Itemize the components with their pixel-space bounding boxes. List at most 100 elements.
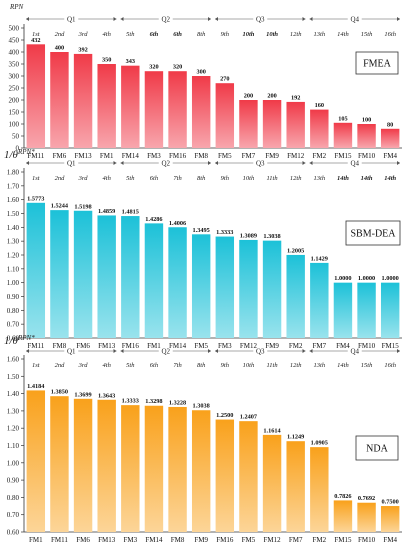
quarter-arrow-right bbox=[397, 349, 400, 353]
bar bbox=[262, 434, 282, 532]
quarter-arrow-left bbox=[215, 349, 218, 353]
bar bbox=[310, 109, 329, 148]
rank-label: 11th bbox=[267, 175, 278, 182]
quarter-arrow-right bbox=[302, 161, 306, 165]
x-tick-label: FM12 bbox=[240, 342, 258, 350]
y-tick-label: 1.30 bbox=[7, 407, 20, 415]
x-tick-label: FM10 bbox=[358, 536, 376, 544]
bar bbox=[144, 223, 164, 338]
rank-label: 13th bbox=[314, 362, 326, 369]
bar bbox=[380, 128, 400, 148]
bar bbox=[310, 447, 329, 532]
rank-label: 13th bbox=[314, 31, 326, 38]
bar bbox=[121, 65, 140, 148]
rank-label: 6th bbox=[173, 31, 182, 38]
legend-label: NDA bbox=[366, 444, 388, 455]
x-tick-label: FM2 bbox=[313, 536, 327, 544]
x-tick-label: FM4 bbox=[336, 342, 350, 350]
bar-value-label: 1.2407 bbox=[240, 414, 257, 421]
rank-label: 14th bbox=[337, 175, 349, 182]
quarter-label: Q3 bbox=[256, 160, 265, 168]
bar bbox=[333, 500, 353, 532]
x-tick-label: FM12 bbox=[287, 152, 305, 160]
quarter-label: Q2 bbox=[161, 160, 170, 168]
y-tick-label: 1.80 bbox=[7, 169, 20, 177]
bar-value-label: 1.3038 bbox=[193, 403, 210, 410]
y-tick-label: 1.70 bbox=[7, 182, 20, 190]
bar-value-label: 392 bbox=[78, 46, 87, 53]
bar bbox=[215, 419, 235, 532]
bar bbox=[121, 216, 140, 338]
quarter-label: Q1 bbox=[67, 16, 76, 24]
bar-value-label: 1.1249 bbox=[287, 434, 304, 441]
bar-value-label: 1.3089 bbox=[240, 232, 257, 239]
quarter-arrow-right bbox=[302, 17, 306, 21]
rank-label: 10th bbox=[266, 31, 278, 38]
quarter-arrow-left bbox=[309, 349, 313, 353]
quarter-arrow-left bbox=[120, 349, 124, 353]
y-axis-label: 1/θRPN* bbox=[4, 334, 35, 347]
y-tick-label: 300 bbox=[9, 73, 20, 81]
rank-label: 5th bbox=[126, 31, 134, 38]
x-tick-label: FM1 bbox=[100, 152, 114, 160]
bar-value-label: 1.3228 bbox=[169, 399, 186, 406]
y-axis-label-base: 1/θ bbox=[4, 335, 19, 347]
x-tick-label: FM16 bbox=[216, 536, 234, 544]
x-tick-label: FM15 bbox=[334, 152, 352, 160]
bar bbox=[168, 71, 187, 148]
bar bbox=[50, 210, 69, 338]
bar bbox=[286, 441, 305, 532]
rank-label: 2nd bbox=[55, 31, 66, 38]
y-tick-label: 1.50 bbox=[7, 210, 20, 218]
rank-label: 14th bbox=[361, 175, 373, 182]
rank-label: 3rd bbox=[78, 31, 89, 38]
x-tick-label: FM13 bbox=[75, 152, 93, 160]
bar bbox=[26, 390, 46, 532]
bar bbox=[168, 406, 187, 532]
x-tick-label: FM3 bbox=[147, 152, 161, 160]
rank-label: 16th bbox=[384, 362, 396, 369]
rank-label: 5th bbox=[126, 175, 134, 182]
rank-label: 6th bbox=[150, 31, 159, 38]
rank-label: 2nd bbox=[55, 175, 66, 182]
rank-label: 9th bbox=[221, 31, 229, 38]
bar bbox=[215, 236, 235, 338]
bar-value-label: 1.0000 bbox=[334, 275, 351, 282]
quarter-label: Q4 bbox=[350, 160, 359, 168]
y-axis-label: 1/θRPN* bbox=[4, 148, 35, 161]
quarter-arrow-right bbox=[208, 349, 211, 353]
bar bbox=[333, 122, 353, 148]
bar-value-label: 432 bbox=[31, 37, 40, 44]
chart-panel-2: 1/θRPN*0.600.700.800.901.001.101.201.301… bbox=[4, 148, 402, 350]
x-tick-label: FM14 bbox=[122, 152, 140, 160]
bar bbox=[144, 71, 164, 148]
bar bbox=[97, 64, 116, 148]
rank-label: 12th bbox=[290, 175, 302, 182]
rank-label: 4th bbox=[103, 31, 111, 38]
bar bbox=[380, 282, 400, 338]
x-tick-label: FM5 bbox=[242, 536, 256, 544]
y-tick-label: 1.20 bbox=[7, 425, 20, 433]
bar bbox=[121, 405, 140, 532]
quarter-arrow-left bbox=[309, 17, 313, 21]
bar-value-label: 0.7500 bbox=[382, 499, 399, 506]
bar bbox=[380, 506, 400, 532]
x-tick-label: FM13 bbox=[98, 536, 116, 544]
bar-value-label: 200 bbox=[244, 93, 253, 100]
y-tick-label: 0.90 bbox=[7, 293, 20, 301]
rank-label: 10th bbox=[242, 31, 254, 38]
bar-value-label: 1.5773 bbox=[27, 195, 44, 202]
x-tick-label: FM10 bbox=[358, 342, 376, 350]
y-tick-label: 100 bbox=[9, 121, 20, 129]
y-tick-label: 0.80 bbox=[7, 307, 20, 315]
bar bbox=[26, 202, 46, 338]
y-tick-label: 0.80 bbox=[7, 494, 20, 502]
x-tick-label: FM4 bbox=[383, 536, 397, 544]
x-tick-label: FM13 bbox=[98, 342, 116, 350]
x-tick-label: FM14 bbox=[169, 342, 187, 350]
bar bbox=[191, 234, 211, 338]
x-tick-label: FM8 bbox=[194, 152, 208, 160]
rank-label: 7th bbox=[173, 175, 181, 182]
bar-value-label: 1.0000 bbox=[358, 275, 375, 282]
bar-value-label: 1.0000 bbox=[382, 275, 399, 282]
